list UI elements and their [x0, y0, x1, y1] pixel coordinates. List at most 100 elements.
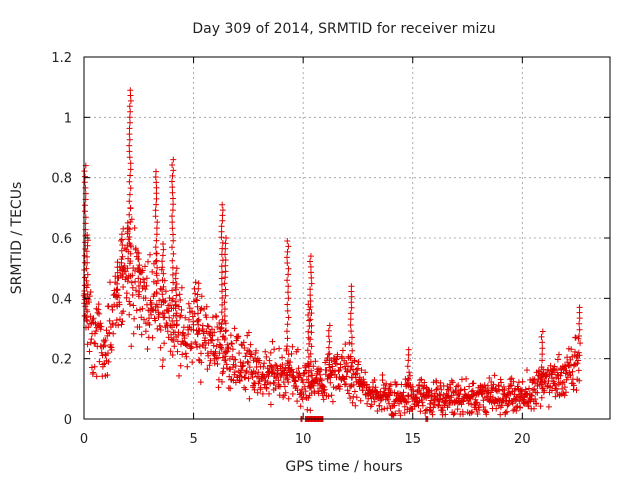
data-point	[212, 348, 219, 355]
data-point	[130, 302, 137, 309]
data-point	[406, 369, 413, 376]
data-point	[532, 396, 539, 403]
data-point	[325, 333, 332, 340]
data-point	[285, 295, 292, 302]
data-point	[118, 321, 125, 328]
data-point	[285, 271, 292, 278]
data-point	[106, 329, 113, 336]
data-point	[289, 343, 296, 350]
data-point	[509, 400, 516, 407]
data-point	[247, 341, 254, 348]
data-point	[440, 407, 446, 414]
data-point	[114, 264, 121, 271]
data-point	[349, 399, 356, 406]
data-point	[114, 259, 121, 266]
data-point	[284, 335, 291, 342]
data-point	[166, 295, 173, 301]
data-point	[285, 283, 292, 290]
data-point	[170, 231, 176, 238]
data-point	[568, 346, 575, 353]
data-point	[325, 344, 332, 351]
data-point	[348, 340, 355, 347]
data-point	[125, 255, 132, 262]
data-point	[297, 403, 304, 410]
data-point	[438, 386, 445, 393]
data-point	[128, 279, 135, 286]
data-point	[169, 207, 176, 214]
data-point	[307, 298, 314, 304]
data-point	[126, 298, 133, 305]
data-point	[538, 381, 545, 388]
data-point	[422, 410, 429, 417]
data-point	[136, 262, 143, 269]
data-point	[169, 184, 176, 191]
data-point	[539, 351, 546, 358]
data-point	[84, 291, 91, 298]
data-point	[156, 297, 163, 304]
data-point	[119, 318, 126, 325]
data-point	[327, 379, 334, 386]
data-point	[547, 383, 554, 390]
data-point	[198, 293, 205, 300]
data-point	[180, 329, 187, 336]
data-point	[86, 348, 93, 355]
data-point	[531, 405, 537, 412]
data-point	[192, 279, 199, 286]
data-point	[160, 270, 167, 277]
data-point	[209, 326, 215, 333]
data-point	[325, 393, 332, 400]
data-point	[153, 225, 160, 232]
data-point	[142, 263, 148, 270]
data-point	[222, 292, 229, 299]
data-point	[566, 369, 573, 376]
data-point	[216, 341, 223, 348]
data-point	[474, 411, 481, 417]
data-point	[176, 372, 182, 379]
data-point	[188, 344, 195, 351]
data-point	[131, 315, 138, 322]
data-point	[170, 156, 177, 163]
data-point	[252, 370, 259, 377]
data-point	[269, 338, 276, 345]
data-point	[102, 337, 109, 344]
data-point	[95, 301, 102, 308]
data-point	[219, 354, 226, 361]
data-point	[246, 348, 253, 355]
data-point	[222, 274, 229, 281]
data-point	[130, 330, 137, 337]
data-point	[302, 388, 309, 395]
data-point	[154, 304, 161, 311]
data-point	[125, 225, 132, 232]
data-point	[456, 391, 463, 398]
data-point	[308, 310, 315, 317]
data-point	[186, 316, 192, 323]
data-point	[350, 381, 357, 388]
data-point	[376, 402, 383, 409]
data-point	[327, 374, 334, 381]
data-point	[353, 394, 360, 401]
data-point	[481, 382, 488, 389]
data-point	[136, 268, 143, 275]
data-point	[218, 275, 225, 282]
data-point	[84, 259, 91, 266]
data-point	[84, 242, 91, 249]
data-point	[118, 259, 125, 266]
data-point	[284, 260, 291, 266]
y-tick-label: 0.8	[51, 172, 72, 187]
data-point	[468, 409, 475, 416]
data-point	[148, 311, 155, 318]
x-tick-label: 15	[404, 432, 421, 447]
data-point	[214, 336, 221, 343]
data-point	[157, 344, 164, 351]
data-point	[153, 237, 160, 244]
data-point	[567, 356, 574, 363]
data-point	[113, 317, 120, 324]
data-point	[455, 382, 462, 389]
data-point	[165, 308, 172, 315]
data-point	[347, 395, 354, 402]
data-point	[119, 253, 126, 260]
data-point	[246, 364, 253, 371]
data-point	[169, 352, 176, 358]
data-point	[159, 277, 166, 284]
data-point	[175, 303, 182, 310]
